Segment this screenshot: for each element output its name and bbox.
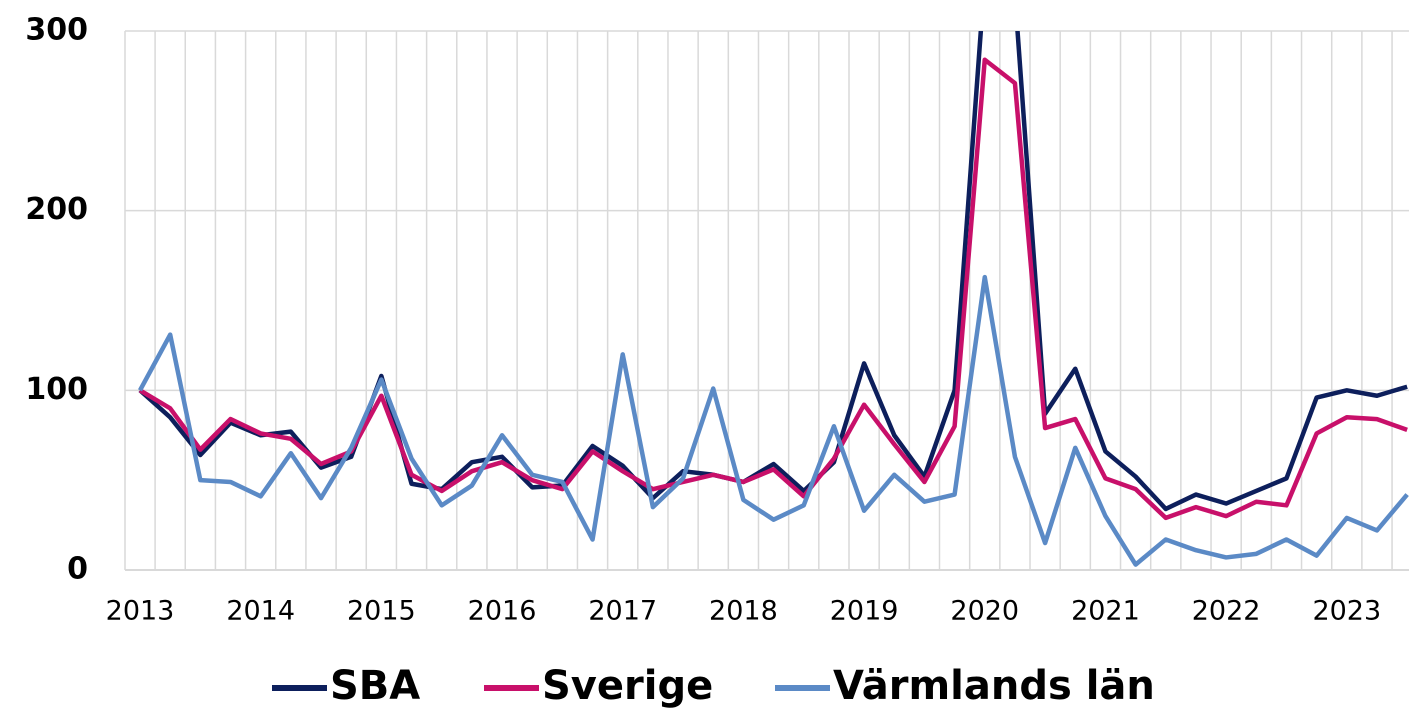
x-tick-label: 2014 [226,596,295,627]
legend-label: Sverige [542,663,713,709]
x-tick-label: 2020 [950,596,1019,627]
x-tick-label: 2021 [1071,596,1140,627]
x-tick-label: 2013 [106,596,175,627]
plot-area [138,31,1409,567]
x-tick-label: 2017 [588,596,657,627]
y-tick-label: 200 [25,192,88,227]
legend-label: Värmlands län [833,663,1155,709]
series-line [138,31,1408,512]
x-tick-label: 2023 [1312,596,1381,627]
x-tick-label: 2016 [468,596,537,627]
x-tick-label: 2019 [830,596,899,627]
series-line [138,57,1408,521]
legend-label: SBA [330,663,420,709]
y-tick-label: 100 [25,372,88,407]
x-tick-label: 2018 [709,596,778,627]
x-tick-label: 2022 [1192,596,1261,627]
y-tick-label: 300 [25,13,88,48]
y-tick-label: 0 [67,552,88,587]
labels: 0 100 200 300 2013 2014 2015 2016 2017 2018 2019 20… [25,13,1381,710]
series-line [138,274,1409,567]
x-tick-label: 2015 [347,596,416,627]
